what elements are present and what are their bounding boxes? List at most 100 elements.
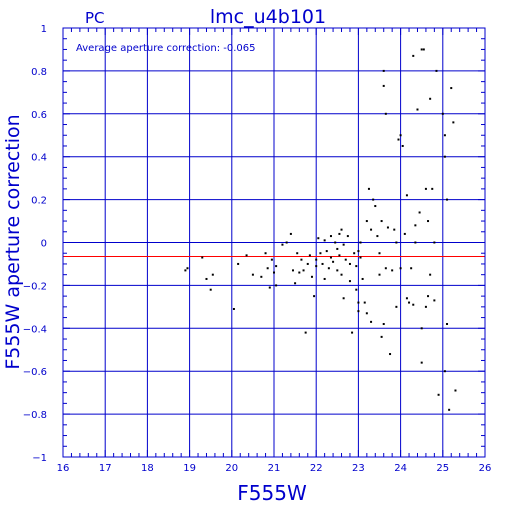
data-point bbox=[399, 267, 402, 270]
data-point bbox=[329, 235, 332, 238]
data-point bbox=[237, 262, 240, 265]
data-point bbox=[332, 260, 335, 263]
x-tick-label: 24 bbox=[394, 463, 407, 474]
data-point bbox=[370, 320, 373, 323]
data-point bbox=[308, 254, 311, 257]
x-axis-label: F555W bbox=[237, 481, 307, 505]
data-point bbox=[367, 187, 370, 190]
data-point bbox=[201, 256, 204, 259]
data-point bbox=[186, 267, 189, 270]
y-tick-label: 0.8 bbox=[31, 67, 47, 78]
data-point bbox=[429, 273, 432, 276]
data-point bbox=[401, 144, 404, 147]
data-point bbox=[429, 97, 432, 100]
y-tick-label: −0.2 bbox=[23, 281, 47, 292]
data-point bbox=[275, 265, 278, 268]
data-point bbox=[386, 226, 389, 229]
data-point bbox=[443, 134, 446, 137]
data-point bbox=[443, 155, 446, 158]
data-point bbox=[380, 335, 383, 338]
data-point bbox=[420, 327, 423, 330]
chart-title: lmc_u4b101 bbox=[210, 6, 326, 28]
x-tick-label: 21 bbox=[268, 463, 281, 474]
data-point bbox=[275, 284, 278, 287]
data-point bbox=[334, 241, 337, 244]
average-correction-annotation: Average aperture correction: -0.065 bbox=[76, 43, 256, 54]
y-tick-label: 0.6 bbox=[31, 110, 47, 121]
data-point bbox=[355, 288, 358, 291]
data-point bbox=[296, 252, 299, 255]
x-tick-label: 23 bbox=[352, 463, 365, 474]
data-point bbox=[319, 252, 322, 255]
data-point bbox=[302, 269, 305, 272]
data-point bbox=[336, 269, 339, 272]
data-point bbox=[273, 271, 275, 274]
data-point bbox=[336, 247, 339, 250]
data-point bbox=[357, 301, 360, 304]
data-point bbox=[315, 258, 318, 261]
data-point bbox=[424, 305, 427, 308]
corner-label: PC bbox=[85, 9, 105, 27]
data-point bbox=[433, 299, 436, 302]
data-point bbox=[232, 307, 235, 310]
data-point bbox=[260, 275, 263, 278]
data-point bbox=[325, 250, 328, 253]
data-point bbox=[418, 211, 421, 214]
data-point bbox=[408, 301, 411, 304]
y-tick-label: 0.2 bbox=[31, 196, 47, 207]
data-point bbox=[372, 198, 375, 201]
data-point bbox=[359, 241, 362, 244]
data-point bbox=[391, 269, 394, 272]
data-point bbox=[317, 237, 320, 240]
y-tick-label: −0.6 bbox=[23, 367, 47, 378]
data-point bbox=[245, 254, 248, 257]
data-point bbox=[448, 408, 451, 411]
data-point bbox=[291, 269, 294, 272]
data-point bbox=[380, 220, 383, 223]
data-point bbox=[446, 198, 449, 201]
data-point bbox=[395, 241, 398, 244]
data-point bbox=[427, 295, 430, 298]
data-point bbox=[450, 87, 453, 90]
data-point bbox=[389, 353, 392, 356]
data-point bbox=[298, 271, 301, 274]
data-point bbox=[384, 267, 387, 270]
data-point bbox=[359, 256, 362, 259]
data-point bbox=[384, 112, 387, 115]
y-axis-label: F555W aperture correction bbox=[2, 114, 24, 369]
data-point bbox=[397, 138, 400, 141]
axis-ticks: 16 17 18 19 20 21 22 23 24 25 26 −1 −0.8 −0.6 −0.4 −0.2… bbox=[23, 24, 492, 474]
data-point bbox=[378, 273, 381, 276]
data-point bbox=[427, 220, 430, 223]
data-point bbox=[410, 267, 413, 270]
data-point bbox=[351, 331, 354, 334]
x-tick-label: 16 bbox=[57, 463, 70, 474]
data-point bbox=[382, 323, 385, 326]
data-point bbox=[414, 224, 417, 227]
data-point bbox=[205, 277, 208, 280]
data-point bbox=[393, 228, 396, 231]
data-point bbox=[304, 331, 307, 334]
data-point bbox=[300, 258, 303, 261]
data-point bbox=[433, 241, 436, 244]
y-tick-label: −0.8 bbox=[23, 410, 47, 421]
data-point bbox=[437, 393, 440, 396]
data-point bbox=[310, 275, 313, 278]
x-tick-label: 18 bbox=[141, 463, 154, 474]
data-point bbox=[446, 323, 449, 326]
data-point bbox=[340, 228, 343, 231]
data-point bbox=[323, 277, 326, 280]
data-point bbox=[348, 280, 351, 283]
data-point bbox=[342, 297, 345, 300]
data-point bbox=[405, 194, 408, 197]
data-point bbox=[452, 121, 455, 124]
y-tick-label: 0.4 bbox=[31, 153, 47, 164]
data-point bbox=[357, 310, 360, 313]
data-point bbox=[313, 295, 316, 298]
data-point bbox=[414, 241, 417, 244]
data-point bbox=[363, 301, 366, 304]
data-point bbox=[412, 54, 415, 57]
data-point bbox=[346, 235, 349, 238]
y-tick-label: 0 bbox=[41, 239, 47, 250]
